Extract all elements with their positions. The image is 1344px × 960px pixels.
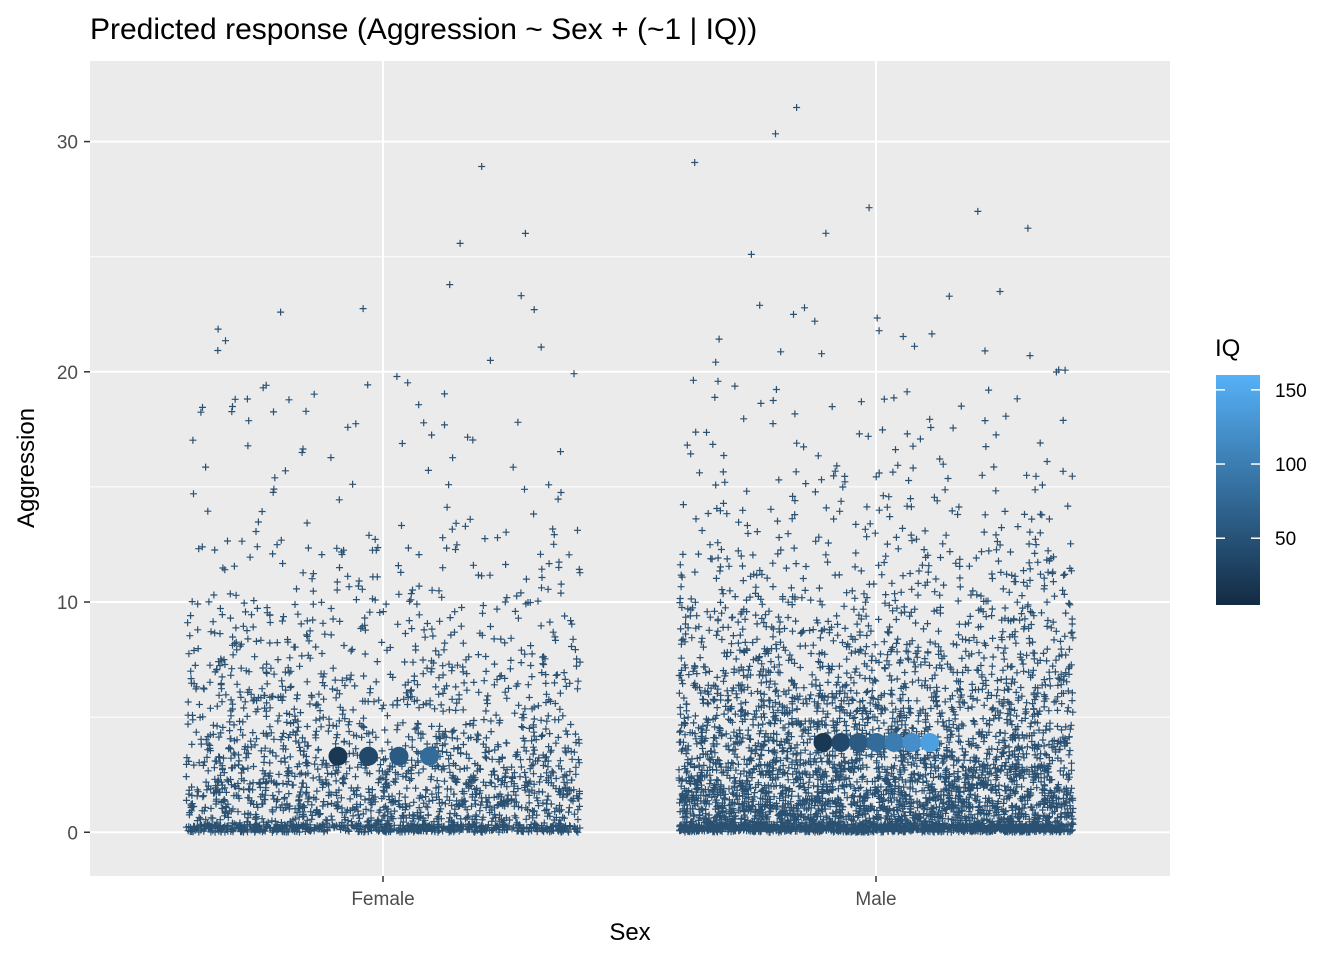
predicted-point-male <box>831 732 851 752</box>
x-tick-label: Female <box>351 889 414 910</box>
predicted-point-male <box>902 732 922 752</box>
raw-points-male <box>675 104 1077 836</box>
x-tick-label: Male <box>855 889 896 910</box>
predicted-point-female <box>389 746 409 766</box>
predicted-point-male <box>920 732 940 752</box>
y-axis-ticks: 0 10 20 30 <box>57 133 90 844</box>
legend-tick-label: 50 <box>1275 529 1296 550</box>
legend: IQ 50 100 150 <box>1215 335 1307 605</box>
y-tick-label: 10 <box>57 593 78 614</box>
predicted-point-female <box>420 746 439 766</box>
raw-data-points <box>182 104 1077 836</box>
predicted-point-male <box>866 732 886 752</box>
y-tick-label: 20 <box>57 363 78 384</box>
x-axis-ticks: Female Male <box>351 876 897 910</box>
y-tick-label: 30 <box>57 133 78 154</box>
y-axis-title: Aggression <box>13 408 40 528</box>
predicted-point-female <box>359 746 378 766</box>
legend-ticks: 50 100 150 <box>1216 381 1307 550</box>
predicted-point-male <box>813 732 833 752</box>
plot-panel <box>90 61 1170 876</box>
legend-colorbar <box>1216 375 1260 605</box>
y-tick-label: 0 <box>67 823 78 844</box>
legend-title: IQ <box>1215 335 1240 362</box>
chart-title: Predicted response (Aggression ~ Sex + (… <box>90 13 757 46</box>
legend-tick-label: 100 <box>1275 455 1307 476</box>
raw-points-female <box>182 163 584 836</box>
predicted-point-female <box>328 746 348 766</box>
predicted-points <box>328 732 940 766</box>
legend-tick-label: 150 <box>1275 381 1307 402</box>
predicted-point-male <box>849 732 869 752</box>
x-axis-title: Sex <box>609 919 650 946</box>
predicted-point-male <box>884 732 904 752</box>
